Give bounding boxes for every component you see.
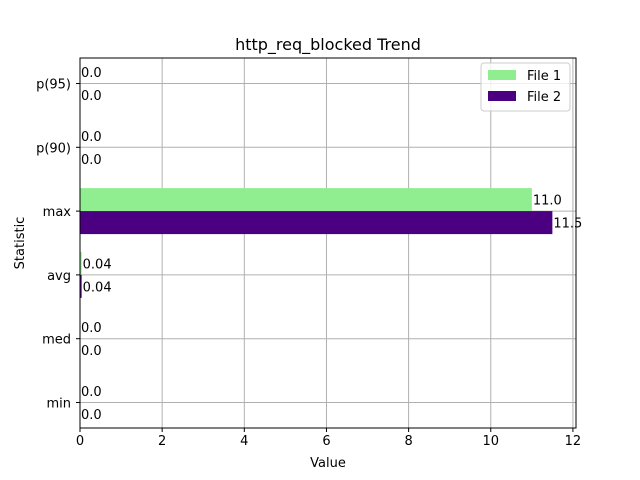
chart-title: http_req_blocked Trend <box>235 35 421 55</box>
x-tick-label: 2 <box>158 434 166 449</box>
bar-value-label: 0.0 <box>81 153 102 168</box>
y-axis-label: Statistic <box>13 217 28 270</box>
y-tick-label: med <box>42 333 71 348</box>
data-labels: 0.0 0.0 0.04 11.0 0.0 0.0 0.0 0.0 0.04 11.5 0.0 0.0 <box>81 66 582 423</box>
bars <box>80 188 553 298</box>
legend: File 1 File 2 <box>480 62 571 112</box>
y-tick-label: avg <box>47 269 71 284</box>
bar-value-label: 0.04 <box>83 257 112 272</box>
y-axis-ticks: min med avg max p(90) p(95) <box>36 78 80 411</box>
x-tick-label: 10 <box>482 434 499 449</box>
bar-value-label: 11.5 <box>553 217 582 232</box>
bar-value-label: 0.04 <box>83 280 112 295</box>
y-tick-label: p(90) <box>36 141 71 156</box>
x-axis-label: Value <box>310 456 346 471</box>
bar-value-label: 0.0 <box>81 321 102 336</box>
x-tick-label: 4 <box>240 434 248 449</box>
bar-value-label: 0.0 <box>81 130 102 145</box>
bar-value-label: 0.0 <box>81 408 102 423</box>
legend-swatch <box>488 91 516 101</box>
y-tick-label: min <box>46 396 71 411</box>
plot-area-frame <box>79 57 577 429</box>
bar <box>80 211 553 235</box>
x-tick-label: 0 <box>76 434 84 449</box>
bar-value-label: 0.0 <box>81 344 102 359</box>
y-tick-label: max <box>43 205 72 220</box>
bar <box>80 251 82 275</box>
x-tick-label: 8 <box>404 434 412 449</box>
x-axis-ticks: 0 2 4 6 8 10 12 <box>76 428 581 449</box>
bar <box>80 274 82 298</box>
bar-value-label: 0.0 <box>81 89 102 104</box>
legend-label: File 1 <box>527 69 561 84</box>
x-tick-label: 6 <box>322 434 330 449</box>
y-tick-label: p(95) <box>36 78 71 93</box>
legend-swatch <box>488 70 516 80</box>
bar <box>80 188 532 212</box>
bar-value-label: 0.0 <box>81 385 102 400</box>
bar-value-label: 11.0 <box>533 194 562 209</box>
grid <box>79 58 576 428</box>
bar-value-label: 0.0 <box>81 66 102 81</box>
legend-label: File 2 <box>527 90 561 105</box>
x-tick-label: 12 <box>565 434 582 449</box>
